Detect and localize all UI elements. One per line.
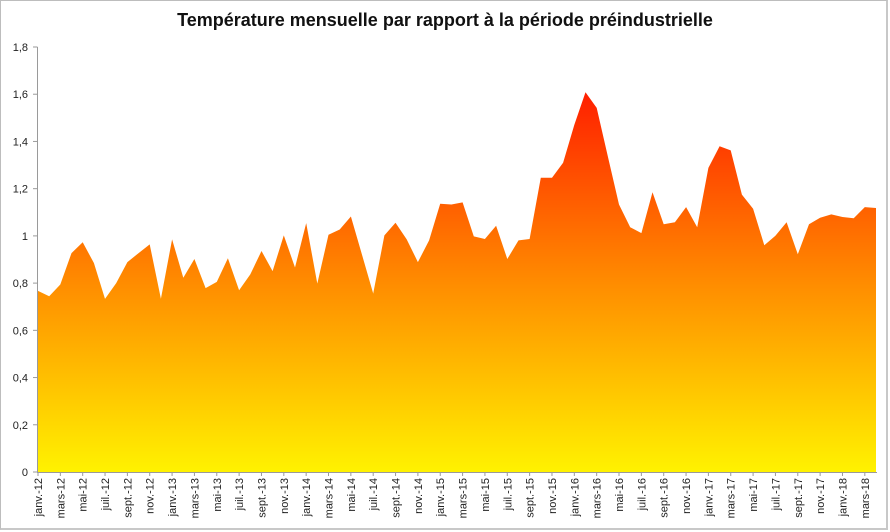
y-tick-label: 1,8 — [13, 42, 28, 54]
x-tick-label: nov.-17 — [815, 478, 827, 514]
y-tick-label: 1 — [22, 231, 28, 243]
x-tick-label: juil.-15 — [502, 478, 514, 511]
x-tick-label: janv.-18 — [838, 478, 850, 517]
x-tick-label: juil.-14 — [368, 478, 380, 511]
x-tick-label: nov.-15 — [547, 478, 559, 514]
x-tick-label: mai-17 — [748, 478, 760, 512]
x-tick-label: janv.-14 — [301, 478, 313, 517]
x-tick-label: sept.-16 — [659, 478, 671, 518]
x-tick-label: mars-12 — [55, 478, 67, 518]
x-tick-label: sept.-12 — [122, 478, 134, 518]
x-tick-label: sept.-15 — [525, 478, 537, 518]
y-tick-label: 1,2 — [13, 184, 28, 196]
x-tick-label: nov.-13 — [279, 478, 291, 514]
x-tick-label: mai-15 — [480, 478, 492, 512]
x-tick-label: janv.-12 — [33, 478, 45, 517]
y-tick-label: 1,6 — [13, 89, 28, 101]
x-tick-label: janv.-17 — [703, 478, 715, 517]
x-tick-label: sept.-13 — [257, 478, 269, 518]
y-tick-label: 1,4 — [13, 136, 28, 148]
x-tick-label: mars-15 — [458, 478, 470, 518]
x-tick-label: mars-17 — [726, 478, 738, 518]
x-tick-label: nov.-12 — [145, 478, 157, 514]
y-tick-label: 0 — [22, 467, 28, 479]
x-tick-label: mars-13 — [189, 478, 201, 518]
y-tick-label: 0,6 — [13, 325, 28, 337]
chart-title: Température mensuelle par rapport à la p… — [177, 10, 713, 30]
x-tick-label: sept.-14 — [391, 478, 403, 518]
x-tick-label: juil.-17 — [770, 478, 782, 511]
x-tick-label: juil.-13 — [234, 478, 246, 511]
x-tick-label: mai-12 — [78, 478, 90, 512]
temperature-area — [38, 92, 876, 473]
y-tick-label: 0,4 — [13, 373, 28, 385]
x-tick-label: mars-16 — [592, 478, 604, 518]
x-tick-label: mai-16 — [614, 478, 626, 512]
x-tick-label: janv.-15 — [435, 478, 447, 517]
x-tick-label: mai-14 — [346, 478, 358, 512]
x-tick-label: sept.-17 — [793, 478, 805, 518]
x-tick-label: mai-13 — [212, 478, 224, 512]
x-tick-label: janv.-16 — [569, 478, 581, 517]
x-tick-label: janv.-13 — [167, 478, 179, 517]
x-tick-label: juil.-16 — [636, 478, 648, 511]
x-tick-label: mars-14 — [324, 478, 336, 518]
x-tick-label: nov.-14 — [413, 478, 425, 514]
x-tick-label: mars-18 — [860, 478, 872, 518]
x-tick-label: nov.-16 — [681, 478, 693, 514]
y-tick-label: 0,8 — [13, 278, 28, 290]
y-tick-label: 0,2 — [13, 420, 28, 432]
x-tick-label: juil.-12 — [100, 478, 112, 511]
